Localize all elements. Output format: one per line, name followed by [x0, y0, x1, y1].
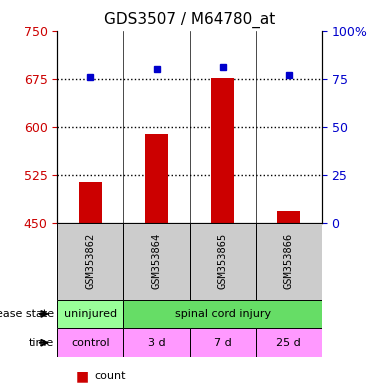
FancyBboxPatch shape: [57, 300, 124, 328]
FancyBboxPatch shape: [124, 328, 189, 357]
Text: 7 d: 7 d: [214, 338, 232, 348]
Text: spinal cord injury: spinal cord injury: [175, 309, 271, 319]
FancyBboxPatch shape: [256, 223, 322, 300]
Text: uninjured: uninjured: [64, 309, 117, 319]
Text: count: count: [94, 371, 126, 381]
Text: GSM353865: GSM353865: [218, 233, 228, 289]
FancyBboxPatch shape: [57, 223, 124, 300]
Text: 3 d: 3 d: [148, 338, 165, 348]
Title: GDS3507 / M64780_at: GDS3507 / M64780_at: [104, 12, 275, 28]
Bar: [145, 134, 168, 223]
Text: GSM353866: GSM353866: [284, 233, 294, 289]
FancyBboxPatch shape: [256, 328, 322, 357]
FancyBboxPatch shape: [189, 328, 256, 357]
Text: 25 d: 25 d: [276, 338, 301, 348]
Bar: [277, 211, 300, 223]
Text: GSM353864: GSM353864: [152, 233, 162, 289]
FancyBboxPatch shape: [124, 300, 322, 328]
Text: GSM353862: GSM353862: [85, 233, 95, 289]
Text: disease state: disease state: [0, 309, 54, 319]
Text: ■: ■: [76, 369, 89, 383]
FancyBboxPatch shape: [189, 223, 256, 300]
Bar: [211, 78, 234, 223]
Text: control: control: [71, 338, 110, 348]
FancyBboxPatch shape: [57, 328, 124, 357]
FancyBboxPatch shape: [124, 223, 189, 300]
Bar: [79, 182, 102, 223]
Text: time: time: [28, 338, 54, 348]
